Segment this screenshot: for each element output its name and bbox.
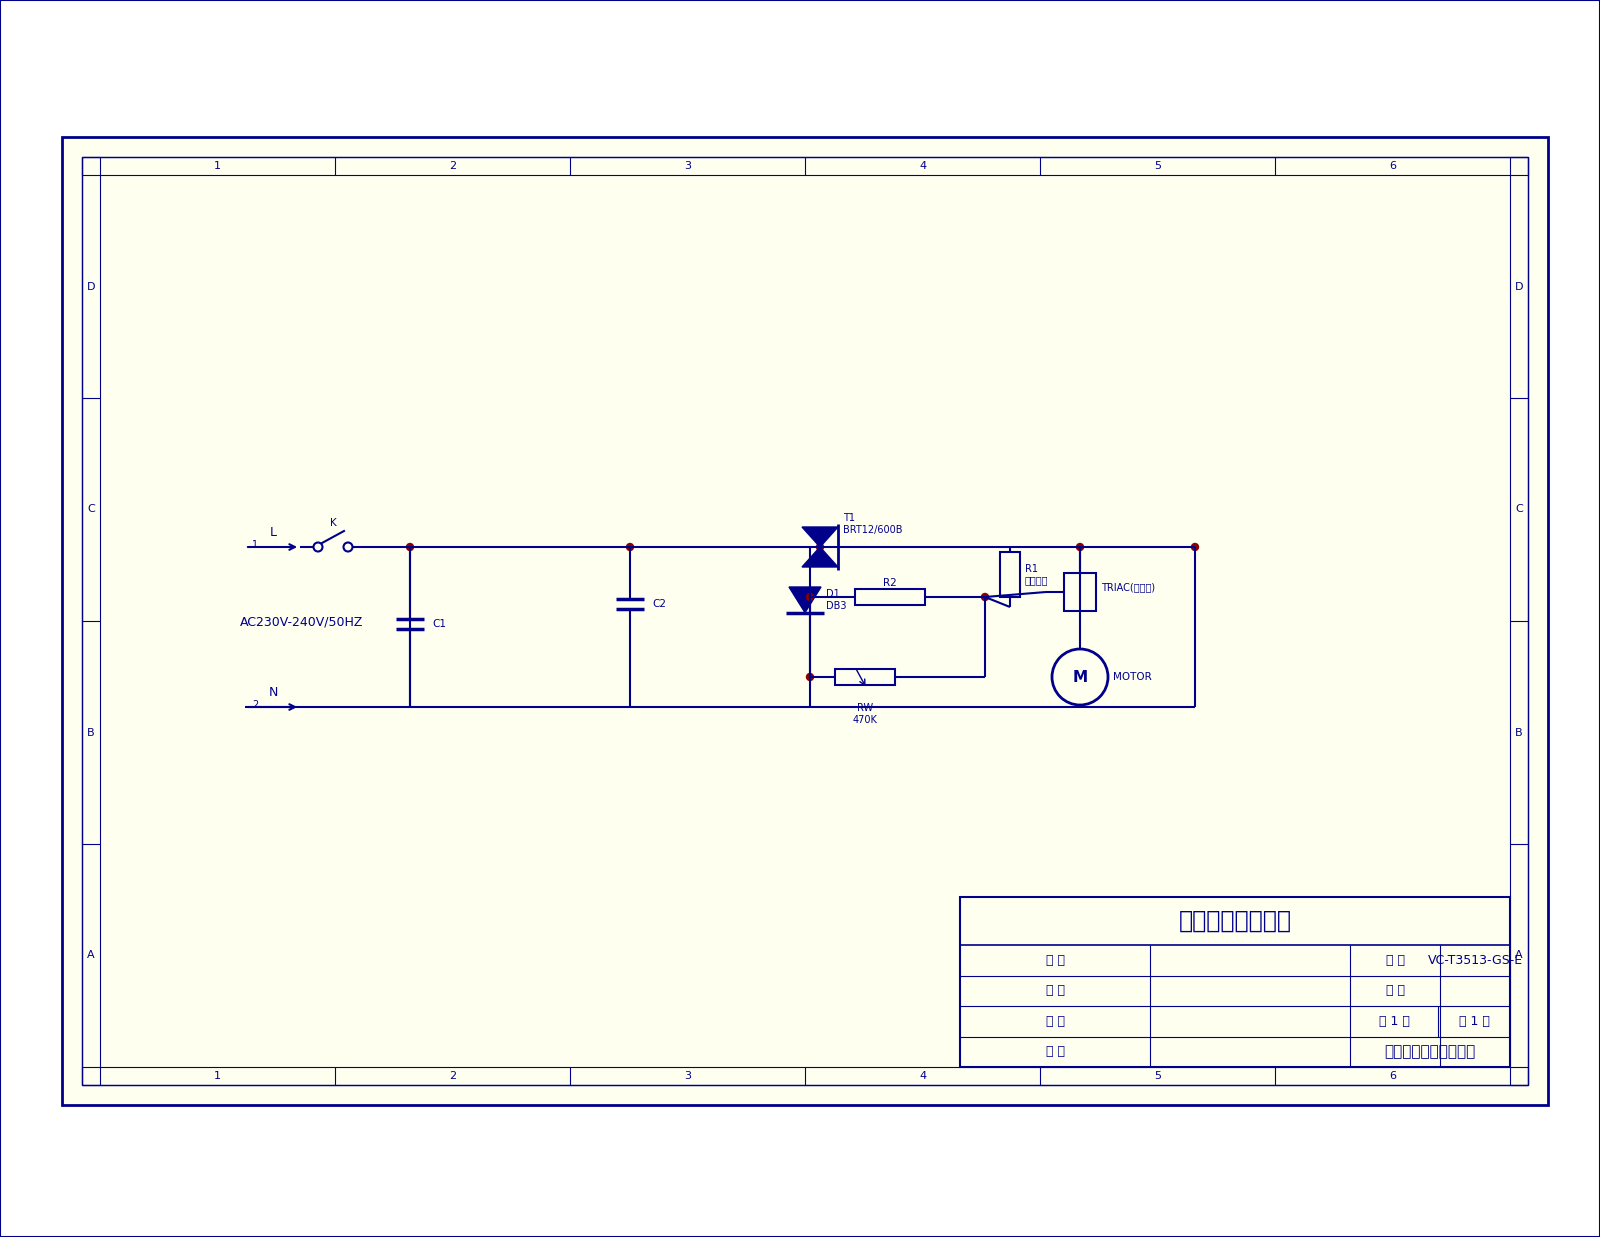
Text: 5: 5 (1154, 161, 1162, 171)
Bar (960, 897, 1510, 1068)
Circle shape (816, 543, 824, 550)
Bar (82, 1068, 1528, 1085)
Text: 莱克电气股份有限公司: 莱克电气股份有限公司 (1384, 1044, 1475, 1059)
Bar (82, 157, 1528, 174)
Text: MOTOR: MOTOR (1114, 672, 1152, 682)
Text: 型 号: 型 号 (1386, 954, 1405, 967)
Text: C1: C1 (432, 618, 446, 628)
Bar (854, 589, 925, 605)
Text: 6: 6 (1389, 161, 1395, 171)
Text: M: M (1072, 669, 1088, 684)
Circle shape (627, 543, 634, 550)
Circle shape (1077, 543, 1083, 550)
Bar (82, 157, 1528, 1085)
Text: 5: 5 (1154, 1071, 1162, 1081)
Polygon shape (802, 527, 838, 547)
Text: 1: 1 (214, 1071, 221, 1081)
Text: C2: C2 (653, 599, 666, 609)
Text: 2: 2 (450, 161, 456, 171)
Text: L: L (269, 527, 277, 539)
Text: 设 计: 设 计 (1045, 954, 1064, 967)
Text: C: C (86, 505, 94, 515)
Text: C: C (1515, 505, 1523, 515)
Text: 审 核: 审 核 (1045, 985, 1064, 997)
Text: A: A (86, 950, 94, 960)
Circle shape (1192, 543, 1198, 550)
Text: R2: R2 (883, 578, 898, 588)
Text: RW
470K: RW 470K (853, 703, 877, 725)
Text: TRIAC(可选用): TRIAC(可选用) (1101, 581, 1155, 593)
Text: 日 期: 日 期 (1045, 1045, 1064, 1058)
Text: 2: 2 (251, 700, 258, 710)
Text: 规 格: 规 格 (1386, 985, 1405, 997)
Text: R1
阻抗电阻: R1 阻抗电阻 (1026, 564, 1048, 585)
Text: A: A (1515, 950, 1523, 960)
Text: 第 1 张: 第 1 张 (1459, 1014, 1490, 1028)
Bar (62, 137, 1549, 1105)
Text: B: B (86, 727, 94, 737)
Text: D1
DB3: D1 DB3 (826, 589, 846, 611)
Text: 吸尘器电路原理图: 吸尘器电路原理图 (1179, 909, 1291, 933)
Polygon shape (802, 547, 838, 567)
Text: 1: 1 (214, 161, 221, 171)
Text: 4: 4 (918, 1071, 926, 1081)
Text: 3: 3 (685, 161, 691, 171)
Bar (835, 669, 894, 685)
Text: VC-T3513-GS-E: VC-T3513-GS-E (1427, 954, 1523, 967)
Circle shape (406, 543, 413, 550)
Text: 6: 6 (1389, 1071, 1395, 1081)
Text: B: B (1515, 727, 1523, 737)
Text: D: D (86, 282, 96, 292)
Circle shape (806, 673, 813, 680)
Text: 3: 3 (685, 1071, 691, 1081)
Text: N: N (269, 687, 278, 699)
Circle shape (981, 594, 989, 600)
Polygon shape (789, 588, 821, 612)
Bar (1000, 552, 1021, 597)
Text: 共 1 张: 共 1 张 (1379, 1014, 1410, 1028)
Text: 4: 4 (918, 161, 926, 171)
Text: 2: 2 (450, 1071, 456, 1081)
Text: D: D (1515, 282, 1523, 292)
Text: 1: 1 (251, 541, 258, 550)
Circle shape (806, 594, 813, 600)
Bar (1064, 573, 1096, 611)
Bar (82, 157, 99, 1085)
Text: K: K (330, 518, 336, 528)
Bar (1510, 157, 1528, 1085)
Text: 批 准: 批 准 (1045, 1014, 1064, 1028)
Text: T1
BRT12/600B: T1 BRT12/600B (843, 513, 902, 534)
Text: AC230V-240V/50HZ: AC230V-240V/50HZ (240, 616, 363, 628)
